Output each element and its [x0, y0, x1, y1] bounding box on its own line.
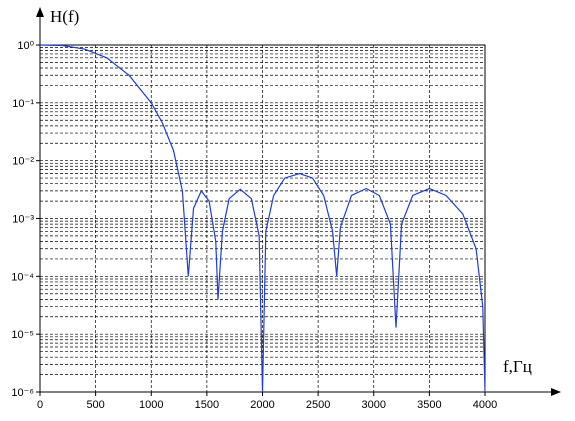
x-axis-label: f,Гц — [503, 357, 532, 376]
y-axis-label: H(f) — [50, 7, 79, 26]
y-tick-label: 10⁻⁶ — [11, 387, 34, 399]
grid — [39, 44, 486, 393]
y-tick-label: 10⁻⁵ — [11, 329, 34, 341]
x-tick-label: 0 — [37, 399, 43, 411]
plot — [39, 44, 486, 393]
x-tick-label: 1500 — [195, 399, 219, 411]
y-tick-label: 10⁻³ — [12, 214, 34, 226]
x-tick-label: 500 — [86, 399, 104, 411]
x-tick-label: 2000 — [250, 399, 274, 411]
line-series — [39, 44, 486, 393]
x-tick-label: 2500 — [306, 399, 330, 411]
x-tick-label: 3500 — [417, 399, 441, 411]
y-tick-label: 10⁻¹ — [12, 98, 34, 110]
y-tick-label: 10⁻⁴ — [11, 271, 34, 283]
y-tick-label: 10⁻² — [12, 156, 34, 168]
x-tick-label: 4000 — [473, 399, 497, 411]
y-tick-label: 10⁰ — [17, 40, 34, 52]
x-tick-label: 3000 — [362, 399, 386, 411]
x-tick-label: 1000 — [139, 399, 163, 411]
